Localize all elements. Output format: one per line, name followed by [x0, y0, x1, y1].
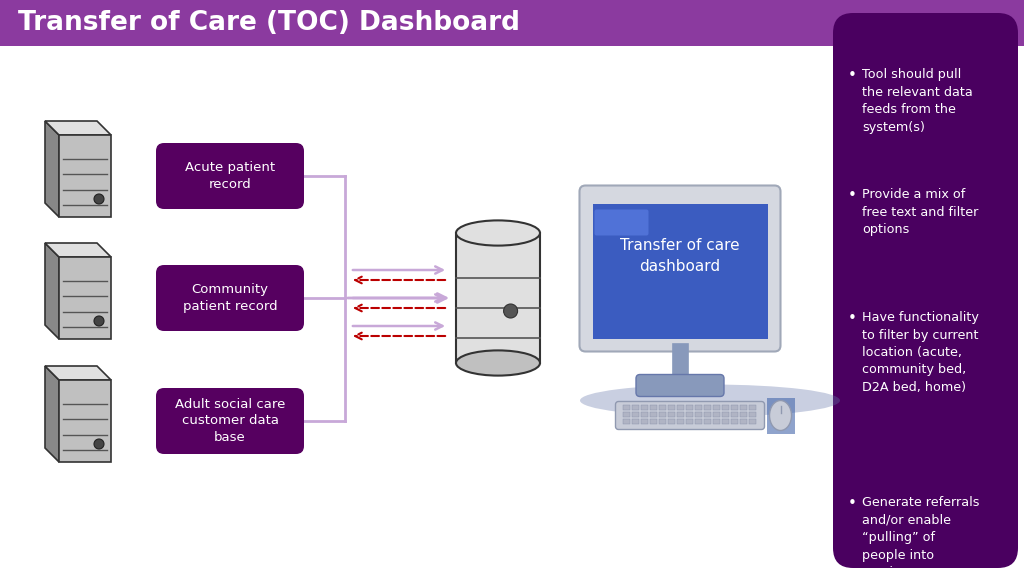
Bar [739, 404, 746, 410]
Bar [658, 419, 666, 423]
Polygon shape [45, 366, 59, 462]
FancyBboxPatch shape [833, 13, 1018, 568]
Bar [730, 411, 737, 416]
FancyBboxPatch shape [156, 265, 304, 331]
FancyBboxPatch shape [615, 401, 765, 430]
Bar [694, 419, 701, 423]
Bar [668, 419, 675, 423]
Ellipse shape [769, 400, 792, 430]
Bar [640, 404, 647, 410]
Bar [722, 411, 728, 416]
Bar [640, 419, 647, 423]
Bar [767, 397, 795, 434]
Bar [703, 404, 711, 410]
Bar [722, 419, 728, 423]
Bar [739, 411, 746, 416]
Circle shape [94, 194, 104, 204]
Bar [677, 411, 683, 416]
Text: •: • [848, 311, 857, 326]
Bar [749, 404, 756, 410]
Ellipse shape [456, 350, 540, 376]
FancyBboxPatch shape [156, 143, 304, 209]
Ellipse shape [580, 385, 840, 416]
Polygon shape [59, 380, 111, 462]
Bar [713, 411, 720, 416]
Text: Have functionality
to filter by current
location (acute,
community bed,
D2A bed,: Have functionality to filter by current … [862, 311, 979, 394]
Bar [456, 233, 540, 363]
Bar [694, 404, 701, 410]
Bar [703, 411, 711, 416]
Circle shape [94, 439, 104, 449]
FancyBboxPatch shape [636, 374, 724, 396]
Text: Provide a mix of
free text and filter
options: Provide a mix of free text and filter op… [862, 188, 978, 236]
Bar [632, 411, 639, 416]
Polygon shape [45, 121, 59, 217]
Bar [658, 404, 666, 410]
Bar [632, 404, 639, 410]
Bar [658, 411, 666, 416]
Bar [730, 419, 737, 423]
Polygon shape [59, 257, 111, 339]
FancyBboxPatch shape [580, 185, 780, 351]
Bar [739, 419, 746, 423]
FancyBboxPatch shape [595, 210, 648, 236]
Bar [632, 419, 639, 423]
Bar [649, 419, 656, 423]
Polygon shape [59, 135, 111, 217]
Bar [749, 411, 756, 416]
Bar [685, 404, 692, 410]
Text: Community
patient record: Community patient record [182, 283, 278, 313]
Bar [623, 419, 630, 423]
Bar [640, 411, 647, 416]
Bar [685, 411, 692, 416]
Bar [623, 404, 630, 410]
Text: Tool should pull
the relevant data
feeds from the
system(s): Tool should pull the relevant data feeds… [862, 68, 973, 134]
Text: •: • [848, 188, 857, 203]
Ellipse shape [456, 221, 540, 245]
Bar [722, 404, 728, 410]
Bar [677, 419, 683, 423]
Bar [649, 411, 656, 416]
Bar [749, 419, 756, 423]
Bar [593, 203, 768, 339]
Text: Transfer of Care (TOC) Dashboard: Transfer of Care (TOC) Dashboard [18, 10, 520, 36]
Bar [713, 404, 720, 410]
Text: Adult social care
customer data
base: Adult social care customer data base [175, 398, 286, 444]
Bar [730, 404, 737, 410]
Bar [649, 404, 656, 410]
Bar [703, 419, 711, 423]
Text: Generate referrals
and/or enable
“pulling” of
people into
services: Generate referrals and/or enable “pullin… [862, 496, 980, 576]
Bar [685, 419, 692, 423]
Bar [0, 0, 1024, 46]
Bar [677, 404, 683, 410]
Circle shape [94, 316, 104, 326]
Text: Transfer of care
dashboard: Transfer of care dashboard [621, 238, 739, 274]
FancyBboxPatch shape [156, 388, 304, 454]
Text: •: • [848, 68, 857, 83]
Bar [623, 411, 630, 416]
Bar [668, 411, 675, 416]
Bar [713, 419, 720, 423]
Polygon shape [45, 243, 111, 257]
Circle shape [504, 304, 517, 318]
Text: •: • [848, 496, 857, 511]
Bar [694, 411, 701, 416]
Text: Acute patient
record: Acute patient record [185, 161, 275, 191]
Polygon shape [45, 366, 111, 380]
Polygon shape [45, 121, 111, 135]
Bar [668, 404, 675, 410]
Polygon shape [45, 243, 59, 339]
